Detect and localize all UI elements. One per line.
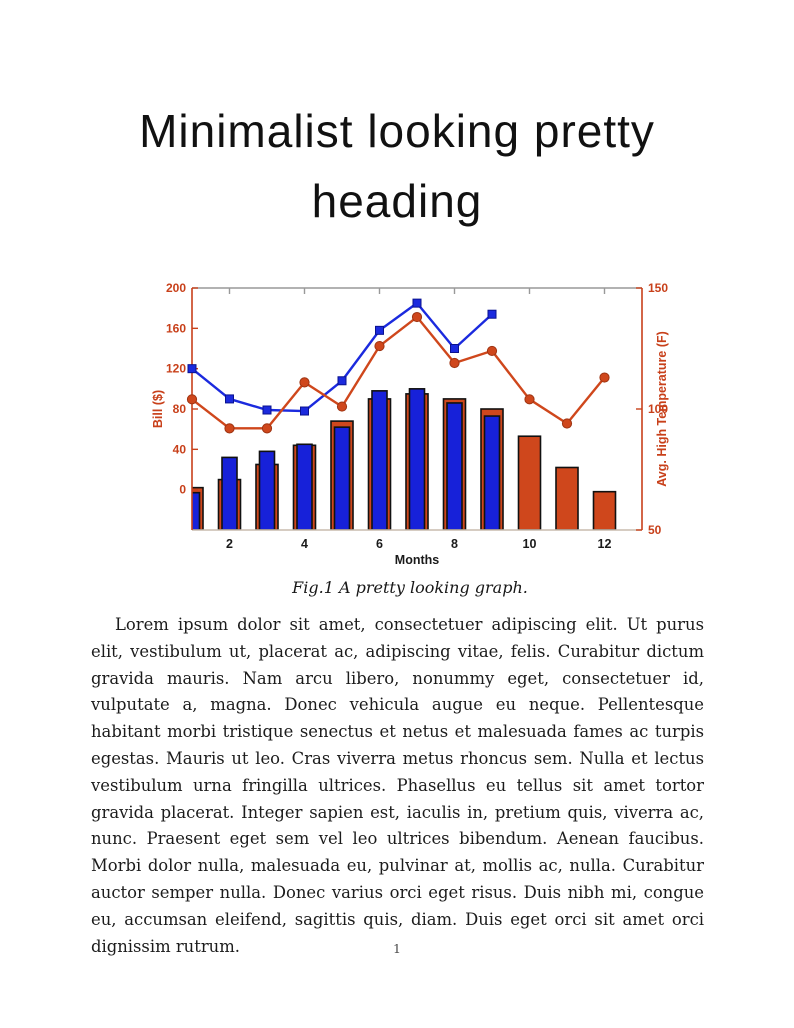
orange-temperature-line-marker xyxy=(224,423,235,434)
page-title-line2: heading xyxy=(311,175,483,227)
blue-bill-line-marker xyxy=(412,298,422,308)
orange-temperature-line-marker xyxy=(599,372,610,383)
orange-bill-bars-month-10 xyxy=(517,435,542,530)
orange-temperature-line-marker xyxy=(336,401,348,412)
left-axis-tick-label: 80 xyxy=(173,402,187,416)
blue-bill-line xyxy=(187,298,497,416)
x-axis-tick-label: 8 xyxy=(451,537,458,551)
left-axis-tick-label: 0 xyxy=(179,483,186,497)
body-paragraph: Lorem ipsum dolor sit amet, consectetuer… xyxy=(91,615,704,956)
blue-bill-line-marker xyxy=(300,406,309,416)
blue-bill-line-marker xyxy=(262,405,272,415)
x-axis-tick-label: 12 xyxy=(598,537,612,551)
orange-temperature-line xyxy=(186,311,610,434)
orange-temperature-line-marker xyxy=(411,311,423,323)
x-axis-tick-label: 10 xyxy=(523,537,537,551)
blue-bill-line-marker xyxy=(375,325,384,335)
x-axis-tick-label: 6 xyxy=(376,537,383,551)
orange-temperature-line-marker xyxy=(261,423,273,434)
orange-temperature-line-marker xyxy=(449,357,460,369)
orange-bill-bars-month-11 xyxy=(555,466,579,530)
bar-series-group xyxy=(192,388,617,530)
figure-caption: Fig.1 A pretty looking graph. xyxy=(292,578,528,597)
blue-bill-bars-month-4 xyxy=(296,443,313,530)
blue-bill-bars-month-2 xyxy=(221,456,238,530)
left-axis-tick-label: 120 xyxy=(166,362,186,376)
x-axis-tick-label: 4 xyxy=(301,537,308,551)
blue-bill-bars-month-6 xyxy=(371,390,388,530)
blue-bill-line-marker xyxy=(187,364,197,374)
blue-bill-bars-month-7 xyxy=(408,388,426,530)
x-axis-tick-label: 2 xyxy=(226,537,233,551)
blue-bill-bars-month-1 xyxy=(192,491,201,530)
blue-bill-line-marker xyxy=(450,344,459,353)
figure-1: 0 40 80 120 160 200 50 100 150 2 4 6 8 10 12 Months Bill… xyxy=(150,276,678,597)
right-axis-tick-label: 50 xyxy=(648,523,662,537)
orange-temperature-line-marker xyxy=(486,345,498,357)
blue-bill-line-marker xyxy=(337,376,347,386)
page-number: 1 xyxy=(393,941,401,956)
orange-temperature-line-marker xyxy=(524,394,535,405)
left-axis-tick-label: 40 xyxy=(173,442,187,456)
bill-temperature-chart: 0 40 80 120 160 200 50 100 150 2 4 6 8 10 12 Months Bill… xyxy=(151,281,669,567)
blue-bill-bars-month-8 xyxy=(446,402,463,530)
right-axis-tick-label: 150 xyxy=(648,281,668,295)
orange-temperature-line-marker xyxy=(186,394,198,405)
axes-group: 0 40 80 120 160 200 50 100 150 2 4 6 8 10 12 xyxy=(166,281,668,551)
blue-bill-line-marker xyxy=(487,309,497,319)
right-axis-tick-label: 100 xyxy=(648,402,668,416)
page-title-line1: Minimalist looking pretty xyxy=(139,105,655,157)
blue-bill-line-marker xyxy=(225,394,234,404)
right-axis-title: Avg. High Temperature (F) xyxy=(655,331,669,487)
left-axis-tick-label: 200 xyxy=(166,281,186,295)
orange-temperature-line-marker xyxy=(299,377,310,388)
page-title: Minimalist looking pretty heading xyxy=(0,96,794,236)
left-axis-title: Bill ($) xyxy=(151,390,165,428)
orange-temperature-line-marker xyxy=(374,340,385,352)
blue-bill-bars-month-9 xyxy=(483,415,501,530)
x-axis-title: Months xyxy=(395,553,439,567)
orange-bill-bars-month-12 xyxy=(592,490,617,530)
orange-temperature-line-marker xyxy=(561,418,573,429)
left-axis-tick-label: 160 xyxy=(166,321,186,335)
blue-bill-bars-month-5 xyxy=(333,426,351,530)
blue-bill-bars-month-3 xyxy=(258,450,276,530)
